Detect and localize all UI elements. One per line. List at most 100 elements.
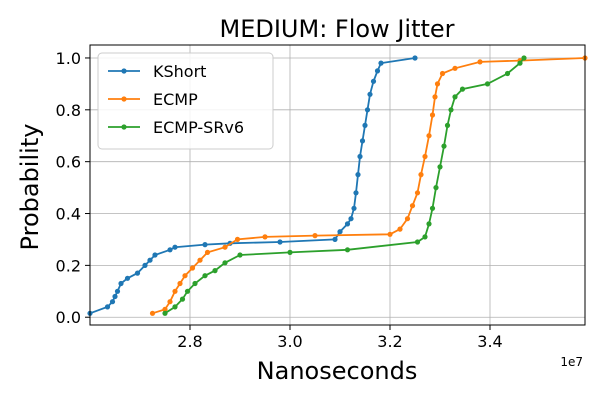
data-point [237,252,243,258]
data-point [444,122,451,128]
data-point [452,65,458,71]
data-point [134,270,141,276]
legend-swatch-marker [121,96,127,102]
legend-label: ECMP-SRv6 [153,118,244,137]
data-point [104,304,111,310]
data-point [149,310,156,316]
x-tick-label: 3.0 [277,332,302,351]
data-point [142,262,148,268]
data-point [397,226,403,232]
data-point [197,257,203,263]
data-point [429,205,436,211]
x-axis-label: Nanoseconds [257,357,418,385]
data-point [351,205,357,211]
data-point [378,60,384,66]
data-point [404,216,411,222]
x-offset-label: 1e7 [560,355,583,369]
data-point [422,153,428,160]
data-point [184,288,191,294]
data-point [517,60,523,66]
y-axis-label: Probability [16,124,44,251]
data-point [344,221,351,227]
data-point [439,70,446,77]
data-point [418,172,424,178]
y-tick-label: 0.0 [56,308,81,327]
legend-label: KShort [153,62,206,81]
data-point [162,310,168,316]
data-point [433,185,439,191]
plot-frame [89,44,586,326]
data-point [147,257,153,263]
data-point [277,239,283,245]
grid [90,45,585,325]
y-axis-ticks: 0.0 0.2 0.4 0.6 0.8 1.0 [56,49,90,327]
data-point [312,233,318,239]
data-point [441,143,447,149]
data-point [204,249,211,255]
x-tick-label: 3.4 [477,332,502,351]
data-point [459,86,466,92]
data-point [109,299,116,305]
data-point [332,236,338,242]
data-point [162,306,168,312]
data-point [112,293,118,300]
y-tick-label: 1.0 [56,49,81,68]
data-point [262,234,268,240]
data-point [364,107,371,113]
data-point [414,239,421,245]
data-point [234,236,241,242]
data-point [432,94,438,100]
y-tick-label: 0.6 [56,153,81,172]
data-point [287,249,293,255]
legend-box [97,52,274,150]
data-point [152,252,158,258]
y-tick-label: 0.4 [56,205,81,224]
data-point [477,59,483,65]
data-point [177,280,183,287]
data-point [172,244,178,250]
data-point [387,231,393,237]
data-point [348,216,354,222]
data-point [521,55,527,61]
data-point [484,81,491,87]
legend-swatch-marker [121,124,127,130]
data-point [344,247,351,253]
y-tick-label: 0.8 [56,101,81,120]
data-point [182,273,188,279]
data-point [222,260,228,266]
chart-title: MEDIUM: Flow Jitter [219,15,454,43]
data-point [359,138,366,144]
data-point [374,68,381,74]
data-point [422,234,428,240]
legend-item: ECMP [108,90,198,109]
x-axis-ticks: 2.8 3.0 3.2 3.4 [177,325,503,351]
data-point [426,133,432,139]
legend-item: ECMP-SRv6 [108,118,244,137]
data-point [353,190,359,196]
data-point [367,91,373,97]
data-point [337,229,343,235]
data-point [429,112,436,118]
data-point [434,81,441,87]
data-point [412,55,418,61]
data-point [355,172,361,178]
data-point [437,164,443,170]
data-point [212,268,218,274]
data-point [172,288,178,294]
data-point [202,242,208,248]
data-point [114,288,121,294]
data-point [167,247,173,253]
data-point [414,190,421,196]
data-point [222,244,228,250]
series-ecmp-srv6 [162,55,527,316]
data-point [192,280,198,287]
y-tick-label: 0.2 [56,256,81,275]
legend-swatch-marker [121,68,127,74]
data-point [167,299,173,305]
series-layer [87,55,588,316]
data-point [448,107,454,113]
data-point [362,122,368,128]
data-point [172,304,178,310]
data-point [370,78,377,84]
